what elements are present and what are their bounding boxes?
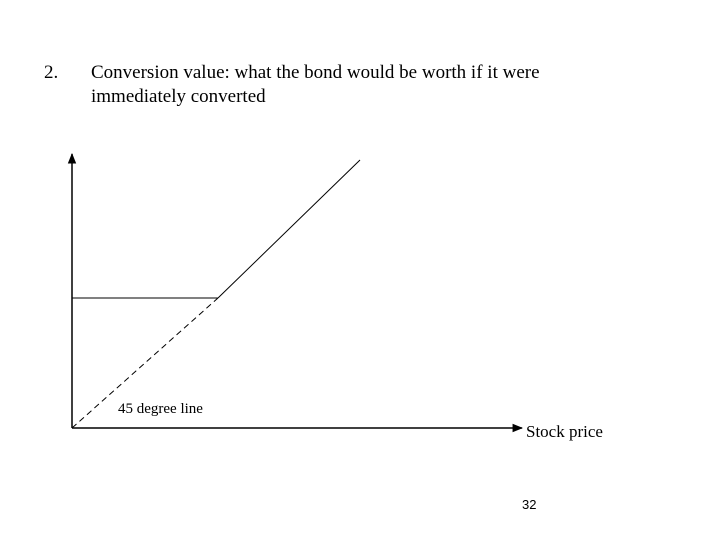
dashed-line <box>71 297 219 429</box>
line-label: 45 degree line <box>118 401 203 417</box>
conversion-line <box>217 159 361 299</box>
item-number: 2. <box>44 62 58 83</box>
item-line: immediately converted <box>91 86 266 107</box>
x-axis-label: Stock price <box>526 422 603 441</box>
item-line: Conversion value: what the bond would be… <box>91 62 540 83</box>
page-number: 32 <box>522 497 536 512</box>
